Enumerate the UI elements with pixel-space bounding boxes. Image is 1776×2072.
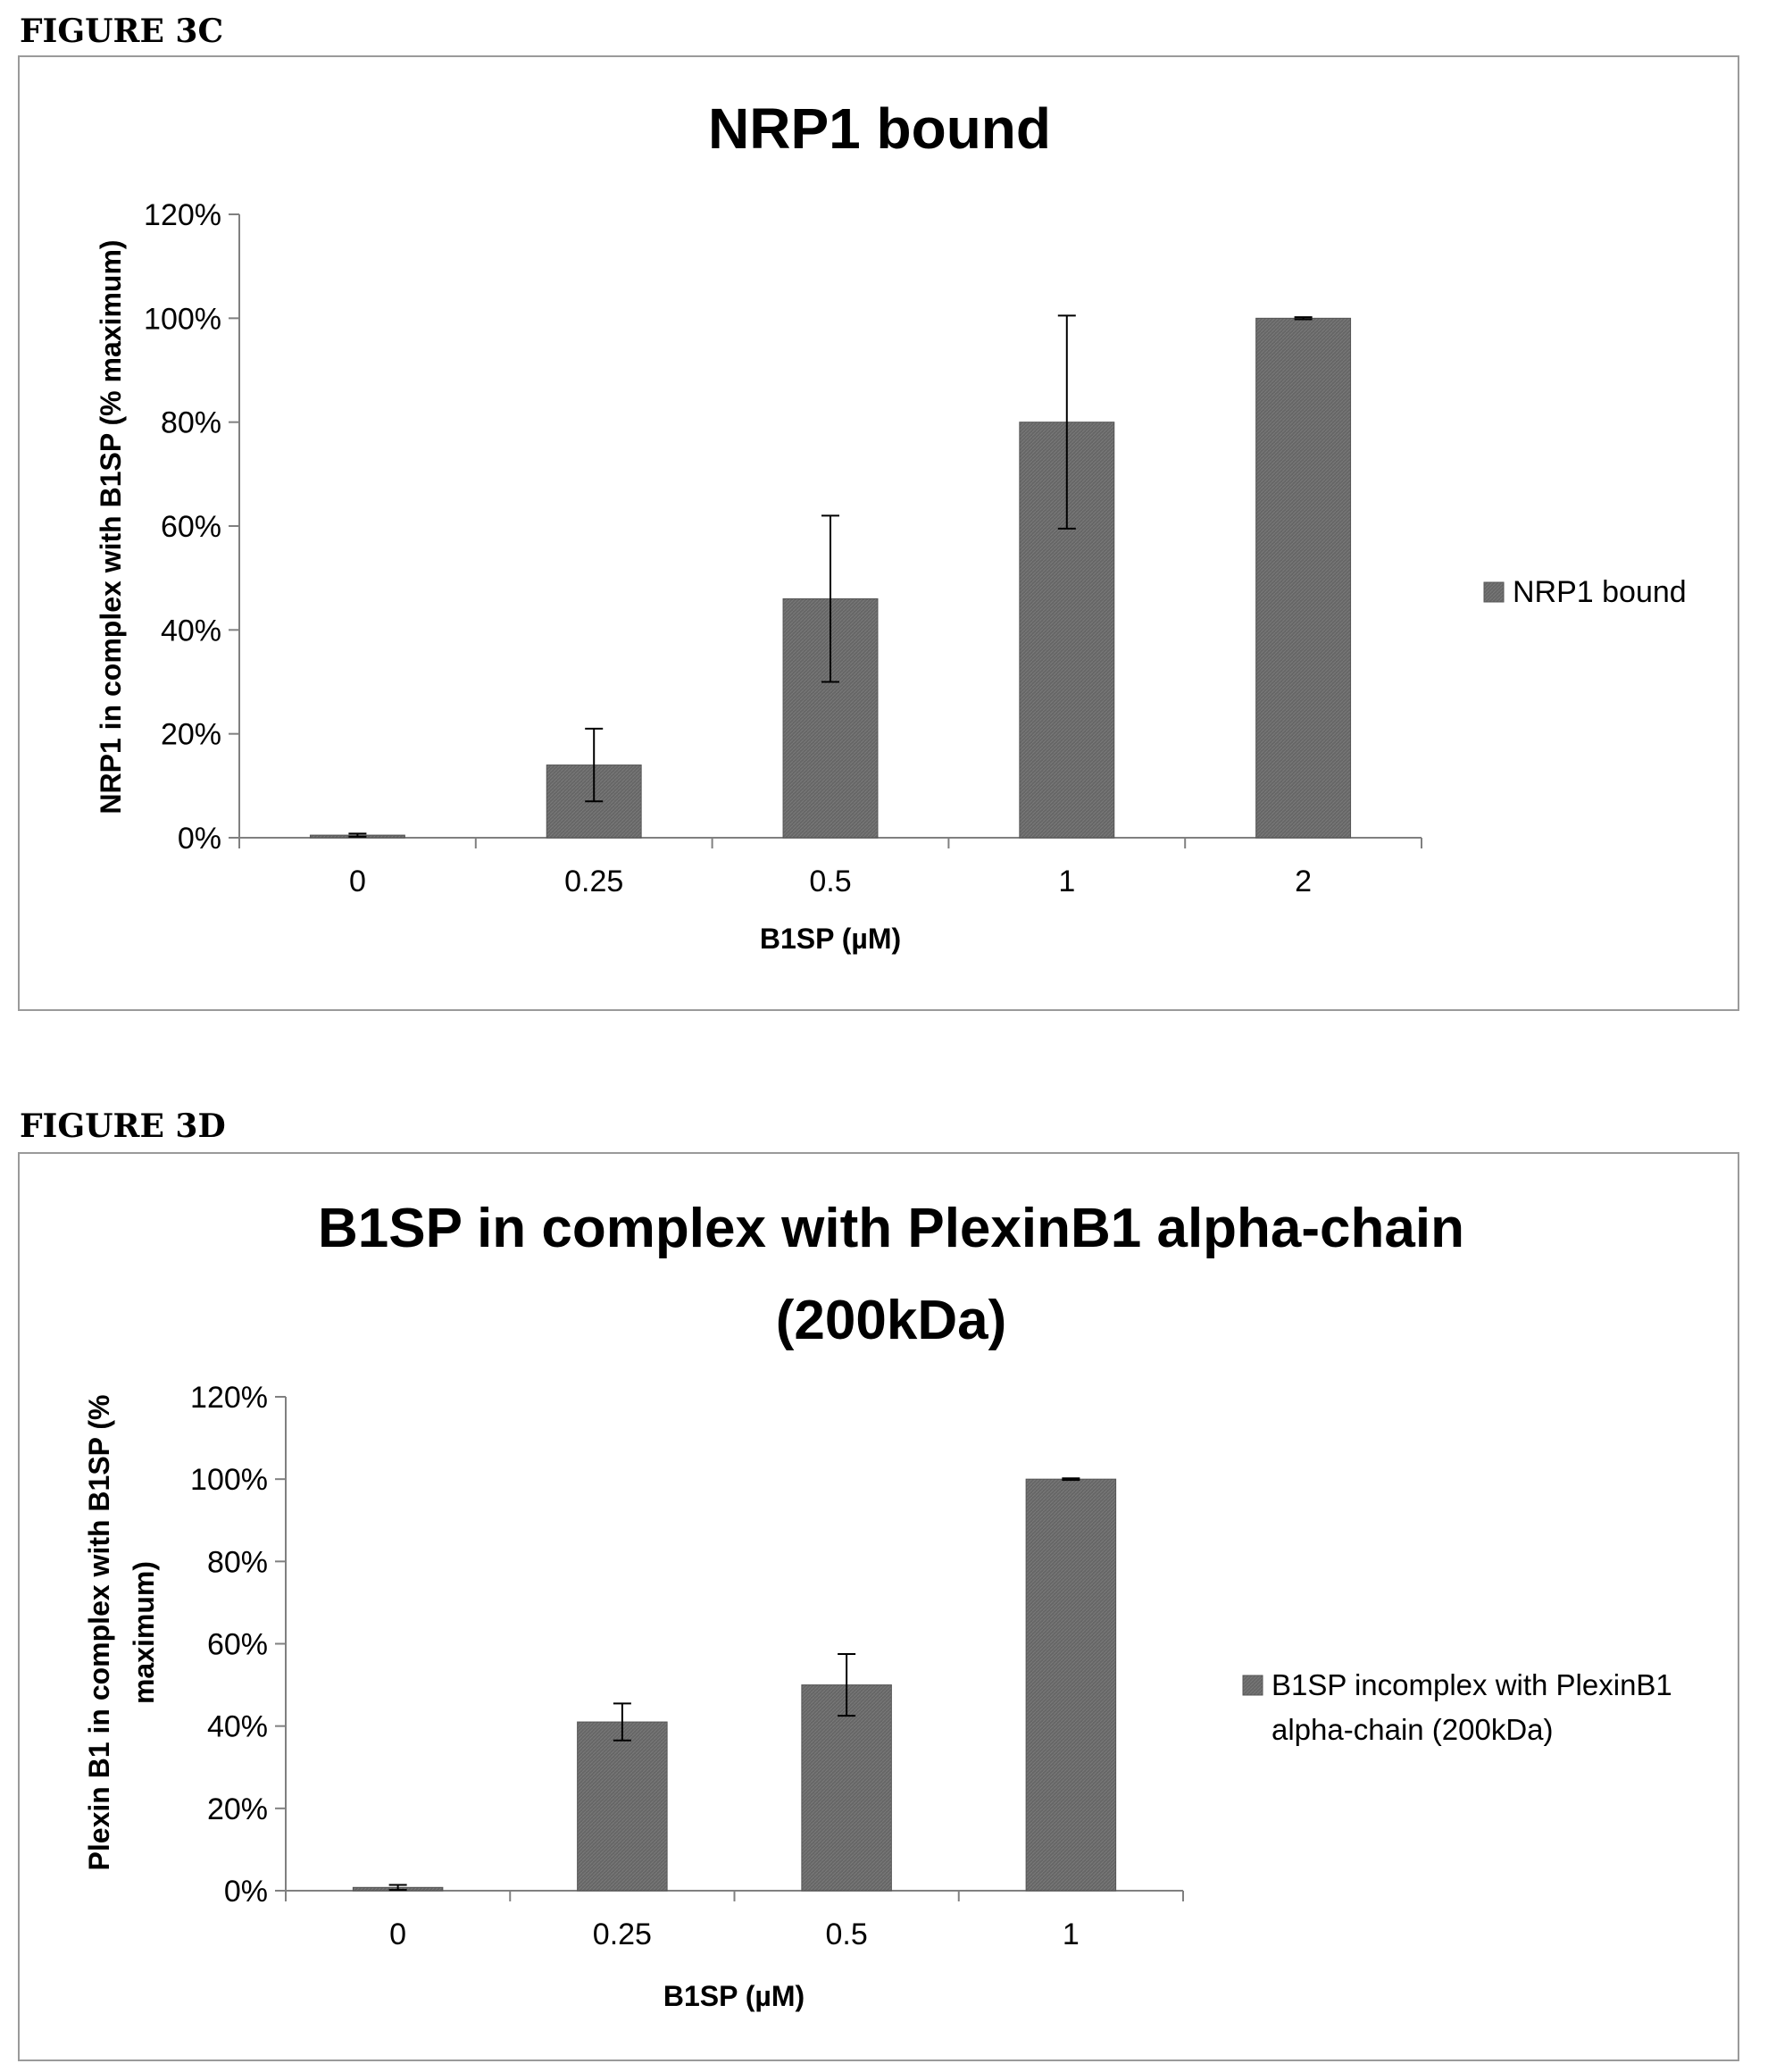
d-y-axis-label: Plexin B1 in complex with B1SP (% — [83, 1395, 115, 1871]
figure-3d-label: FIGURE 3D — [20, 1107, 226, 1145]
c-y-tick-label: 20% — [161, 718, 221, 752]
figure-3c-label: FIGURE 3C — [20, 13, 224, 50]
d-chart-title: (200kDa) — [776, 1290, 1006, 1351]
c-y-axis-label: NRP1 in complex with B1SP (% maximum) — [95, 239, 127, 814]
d-y-tick-label: 20% — [207, 1792, 268, 1826]
d-x-tick-label: 0.25 — [593, 1917, 652, 1951]
c-x-tick-label: 0.25 — [564, 865, 623, 898]
d-y-tick-label: 120% — [190, 1381, 268, 1415]
c-legend-swatch — [1483, 581, 1505, 603]
c-x-axis-label: B1SP (µM) — [760, 923, 901, 955]
d-y-tick-label: 60% — [207, 1628, 268, 1662]
c-x-tick-label: 1 — [1058, 865, 1075, 898]
d-legend-label: alpha-chain (200kDa) — [1272, 1713, 1554, 1746]
c-y-tick-label: 120% — [144, 198, 221, 232]
d-bar — [1025, 1478, 1117, 1892]
d-x-tick-label: 1 — [1063, 1917, 1080, 1951]
d-y-tick-label: 80% — [207, 1545, 268, 1579]
d-legend-swatch — [1242, 1675, 1263, 1696]
c-x-tick-label: 2 — [1295, 865, 1312, 898]
c-chart-title: NRP1 bound — [708, 96, 1051, 161]
c-y-tick-label: 60% — [161, 510, 221, 544]
c-x-tick-label: 0 — [349, 865, 366, 898]
d-x-tick-label: 0 — [389, 1917, 406, 1951]
c-legend-label: NRP1 bound — [1513, 575, 1687, 609]
d-y-axis-label: maximum) — [128, 1561, 160, 1704]
d-y-tick-label: 40% — [207, 1710, 268, 1744]
d-y-tick-label: 100% — [190, 1463, 268, 1497]
d-bar — [801, 1684, 892, 1892]
c-y-tick-label: 80% — [161, 406, 221, 440]
d-legend-label: B1SP incomplex with PlexinB1 — [1272, 1668, 1672, 1701]
figure-3d-panel — [18, 1152, 1739, 2061]
d-y-tick-label: 0% — [224, 1875, 268, 1909]
d-bar — [577, 1721, 668, 1892]
nrp1-bound-chart: NRP1 bound 0% 20% 40% 60% 80% 100% 120% 0 0.25 0.5… — [95, 96, 1687, 955]
d-x-tick-label: 0.5 — [825, 1917, 867, 1951]
c-y-tick-label: 0% — [178, 822, 221, 856]
c-x-tick-label: 0.5 — [809, 865, 851, 898]
d-chart-title: B1SP in complex with PlexinB1 alpha-chai… — [318, 1198, 1464, 1259]
figure-3c-panel — [18, 55, 1739, 1011]
c-y-tick-label: 100% — [144, 302, 221, 336]
d-x-axis-label: B1SP (µM) — [663, 1980, 805, 2012]
c-y-tick-label: 40% — [161, 614, 221, 648]
c-bar — [1255, 317, 1352, 839]
